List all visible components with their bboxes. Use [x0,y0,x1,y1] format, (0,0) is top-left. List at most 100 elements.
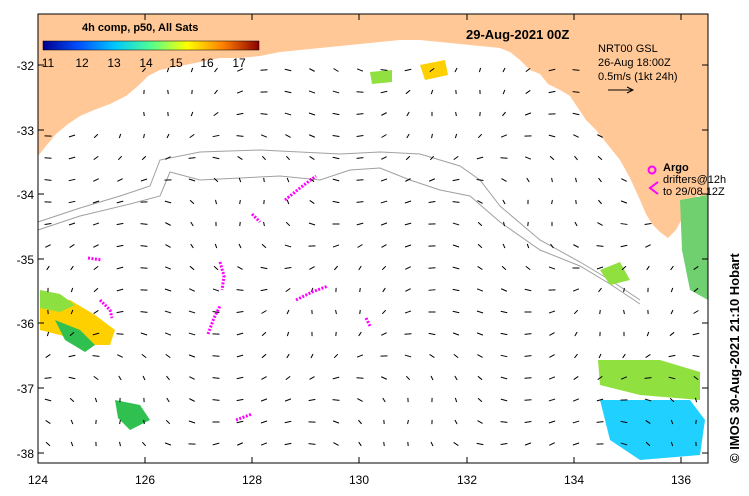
current-vector [309,156,315,160]
drifter-track [364,317,372,327]
current-vector [381,332,387,336]
current-vector [646,265,650,271]
current-vector [164,310,172,314]
colorbar-tick: 12 [75,56,89,70]
legend-scale: 0.5m/s (1kt 24h) [598,71,678,83]
colorbar-tick: 17 [232,56,246,70]
current-vector [69,397,75,403]
current-vector [670,287,674,293]
current-vector [598,287,602,293]
current-vector [356,179,364,181]
current-vector [167,89,169,95]
current-vector [190,243,194,249]
current-vector [404,244,412,248]
current-vector [669,331,675,337]
current-vector [381,244,387,248]
current-vector [452,310,460,314]
current-vector [70,287,74,293]
current-vector [670,441,674,447]
current-vector [668,354,676,358]
current-vector [428,200,436,204]
current-vector [620,376,628,380]
current-vector [333,68,339,72]
current-vector [236,420,244,424]
current-vector [357,398,363,402]
current-vector [261,243,267,249]
current-vector [645,419,651,425]
current-vector [452,288,460,292]
current-vector [212,311,220,313]
current-vector [116,288,124,292]
current-vector [335,309,337,315]
x-tick-label: 128 [241,473,263,487]
current-vector [454,397,458,403]
current-vector [572,420,580,424]
current-vector [332,90,340,94]
current-vector [549,354,555,358]
current-vector [644,222,652,226]
current-vector [261,331,267,337]
current-vector [572,288,580,292]
current-vector [549,332,555,336]
current-vector [93,133,99,139]
current-vector [428,332,436,336]
drifter-track [98,298,114,319]
current-vector [94,397,98,403]
current-vector [477,375,483,381]
current-vector [574,331,578,337]
current-vector [308,134,316,138]
current-vector [188,157,196,159]
current-vector [620,442,628,446]
current-vector [502,199,506,205]
current-vector [429,354,435,358]
current-vector [166,133,170,139]
current-vector [500,376,508,380]
current-vector [188,332,196,336]
current-vector [526,243,530,249]
colorbar-tick: 16 [200,56,214,70]
current-vector [692,332,700,336]
current-vector [621,178,627,182]
x-tick-label: 134 [563,473,585,487]
current-vector [308,112,316,116]
current-vector [236,310,244,314]
current-vector [573,309,579,315]
current-vector [141,441,147,447]
current-vector [190,67,194,73]
current-vector [670,309,674,315]
current-vector [92,200,100,204]
current-vector [620,420,628,424]
current-vector [452,332,460,336]
current-vector [477,420,483,424]
current-vector [621,265,627,271]
current-vector [286,331,290,337]
current-vector [381,112,387,116]
current-vector [478,67,482,73]
current-vector [236,112,244,116]
current-vector [188,310,196,314]
current-vector [550,243,554,249]
current-vector [452,201,460,203]
current-vector [477,221,483,227]
argo-tracks [87,174,372,422]
current-vector [356,113,364,115]
current-vector [212,134,220,138]
current-vector [189,133,195,139]
current-vector [429,67,435,73]
current-vector [526,177,530,183]
current-vector [236,398,244,402]
current-vector [548,68,556,72]
current-vector [141,353,147,359]
current-vector [284,244,292,248]
current-vector [429,155,435,161]
current-vector [405,155,411,161]
x-tick-label: 130 [348,473,370,487]
current-vector [405,178,411,182]
current-vector [524,288,532,292]
current-vector [551,199,553,205]
current-vector [92,355,100,357]
current-vector [524,442,532,446]
current-vector [142,375,146,381]
current-vector [596,398,604,402]
current-vector [500,443,508,445]
